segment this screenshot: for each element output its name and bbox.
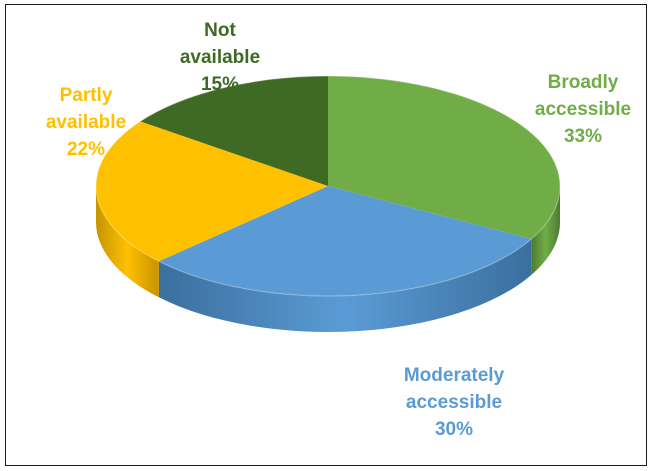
data-label-pct-2: 22%: [67, 139, 105, 160]
pie-slice-3: [140, 76, 328, 186]
pie-slice-0: [328, 76, 560, 239]
data-label-pct-1: 30%: [435, 419, 473, 440]
pie-slices: [95, 76, 560, 296]
data-label-pct-0: 33%: [564, 126, 602, 147]
data-label-pct-3: 15%: [201, 74, 239, 95]
pie-side-0: [531, 186, 560, 275]
data-label-3: Not: [204, 20, 236, 41]
pie-rim: [95, 75, 561, 297]
pie-slice-1: [158, 186, 532, 296]
data-label-2: available: [46, 112, 126, 133]
data-label-3: available: [180, 47, 260, 68]
data-label-1: accessible: [406, 392, 502, 413]
pie-sides: [96, 186, 560, 332]
data-label-0: Broadly: [548, 72, 619, 93]
data-label-1: Moderately: [404, 365, 505, 386]
pie-side-1: [158, 238, 532, 332]
pie-side-2: [96, 186, 159, 298]
data-labels: Broadly accessible 33% Moderately accessible…: [46, 20, 631, 440]
data-label-2: Partly: [60, 85, 113, 106]
pie-slice-2: [95, 121, 329, 262]
data-label-0: accessible: [535, 99, 631, 120]
